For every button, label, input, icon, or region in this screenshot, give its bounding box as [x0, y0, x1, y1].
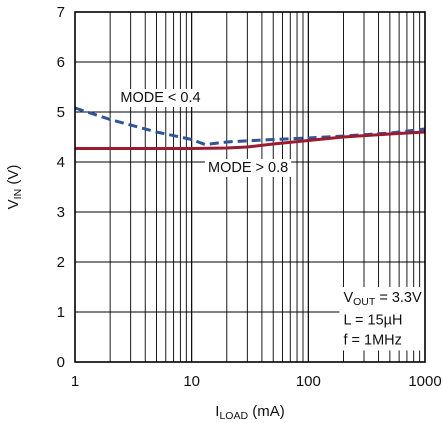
annotation-background: [339, 287, 426, 351]
y-axis-title-main: V: [5, 199, 22, 209]
y-tick-label: 4: [57, 154, 65, 171]
x-tick-label: 1000: [408, 373, 441, 390]
x-axis-title-sub: LOAD: [219, 410, 248, 422]
x-tick-label: 1: [71, 373, 79, 390]
annotation-text: MODE > 0.8: [208, 160, 288, 176]
y-axis-title-rest: (V): [5, 165, 22, 189]
x-axis-title-rest: (mA): [248, 403, 285, 420]
x-axis-title-main: I: [215, 403, 219, 420]
annotation-part: V: [343, 290, 353, 306]
series-line-solid: [75, 130, 426, 150]
annotation-text: f = 1MHz: [343, 333, 401, 349]
y-tick-label: 1: [57, 304, 65, 321]
annotation-part: L = 15µH: [343, 313, 402, 329]
x-tick-label: 10: [183, 373, 200, 390]
annotation-backgrounds: [117, 89, 426, 351]
annotation-subscript: OUT: [353, 296, 376, 308]
annotation-part: MODE < 0.4: [120, 90, 200, 106]
annotations: MODE < 0.4 MODE > 0.8 VOUT = 3.3V L = 15µH f…: [120, 90, 422, 349]
series-layer: [74, 106, 426, 150]
y-tick-label: 5: [57, 104, 65, 121]
y-axis-title: VIN (V): [5, 165, 24, 210]
annotation-background: [204, 159, 292, 177]
plot-frame: [74, 11, 426, 363]
annotation-background: [117, 89, 204, 107]
annotation-part: f = 1MHz: [343, 333, 401, 349]
annotation-text: VOUT = 3.3V: [343, 290, 422, 308]
annotation-part: = 3.3V: [375, 290, 422, 306]
y-axis-title-sub: IN: [12, 189, 24, 200]
series-line-dashed: [74, 106, 426, 146]
y-tick-label: 7: [57, 4, 65, 21]
annotation-text: L = 15µH: [343, 313, 402, 329]
x-tick-label: 100: [296, 373, 321, 390]
y-tick-label: 3: [57, 204, 65, 221]
y-tick-label: 0: [57, 354, 65, 371]
annotation-text: MODE < 0.4: [120, 90, 200, 106]
annotation-part: MODE > 0.8: [208, 160, 288, 176]
y-tick-label: 6: [57, 54, 65, 71]
x-axis-title: ILOAD (mA): [215, 403, 284, 422]
y-tick-label: 2: [57, 254, 65, 271]
